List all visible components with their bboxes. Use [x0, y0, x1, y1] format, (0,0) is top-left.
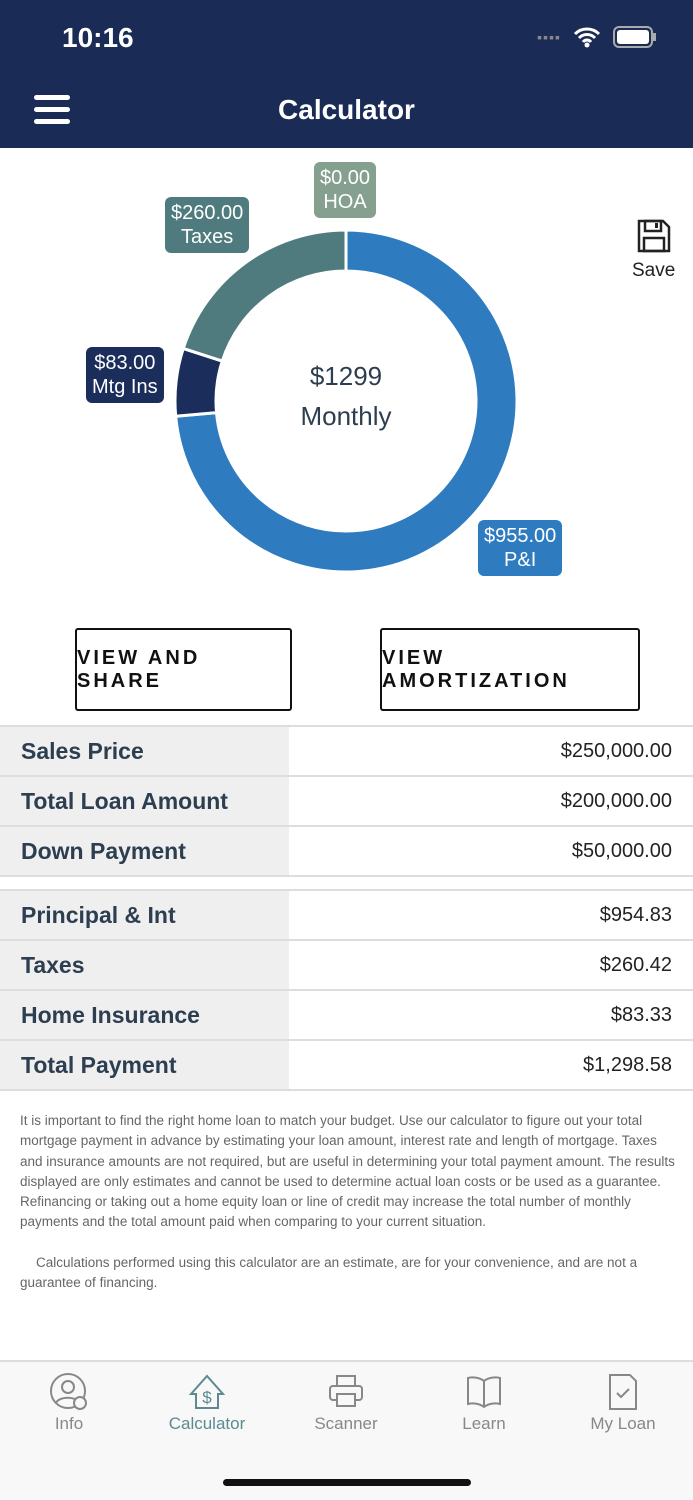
wifi-icon: [573, 27, 601, 48]
table-row: Down Payment $50,000.00: [0, 827, 693, 877]
person-info-icon: [50, 1373, 87, 1410]
donut-center: $1299 Monthly: [300, 361, 392, 431]
view-and-share-button[interactable]: VIEW AND SHARE: [75, 628, 292, 711]
save-button[interactable]: Save: [632, 218, 675, 282]
tab-learn[interactable]: Learn: [424, 1372, 544, 1434]
header: 10:16 ▪▪▪▪ Calculator: [0, 0, 693, 148]
label-hoa: $0.00 HOA: [314, 162, 377, 218]
table-row: Principal & Int $954.83: [0, 891, 693, 941]
view-amortization-button[interactable]: VIEW AMORTIZATION: [380, 628, 640, 711]
status-icons: ▪▪▪▪: [537, 26, 657, 48]
home-indicator[interactable]: [223, 1479, 471, 1486]
table-row: Home Insurance $83.33: [0, 991, 693, 1041]
payment-donut-chart: $0.00 HOA $260.00 Taxes $83.00 Mtg Ins $955…: [0, 148, 693, 608]
floppy-disk-icon: [637, 219, 670, 253]
label-taxes: $260.00 Taxes: [165, 197, 250, 253]
label-mtg-ins: $83.00 Mtg Ins: [86, 347, 164, 403]
table-row: Total Loan Amount $200,000.00: [0, 777, 693, 827]
book-icon: [467, 1376, 501, 1409]
status-time: 10:16: [62, 22, 134, 53]
document-check-icon: [609, 1374, 637, 1410]
slice-p-i: [174, 228, 519, 574]
svg-text:$: $: [202, 1388, 212, 1407]
table-row: Total Payment $1,298.58: [0, 1041, 693, 1091]
table-row: Taxes $260.42: [0, 941, 693, 991]
house-dollar-icon: $: [188, 1374, 226, 1409]
tab-calculator[interactable]: $ Calculator: [147, 1372, 267, 1434]
payment-table: Principal & Int $954.83 Taxes $260.42 Home…: [0, 889, 693, 1091]
hamburger-menu-icon[interactable]: [34, 95, 70, 125]
tab-my-loan[interactable]: My Loan: [563, 1372, 683, 1434]
tab-info[interactable]: Info: [9, 1372, 129, 1434]
loan-table: Sales Price $250,000.00 Total Loan Amount…: [0, 725, 693, 877]
tab-scanner[interactable]: Scanner: [286, 1372, 406, 1434]
label-pi: $955.00 P&I: [478, 520, 563, 576]
disclaimer: It is important to find the right home l…: [20, 1113, 675, 1291]
tab-bar: Info $ Calculator Scanner Learn My Loan: [0, 1360, 693, 1500]
table-row: Sales Price $250,000.00: [0, 727, 693, 777]
battery-icon: [613, 26, 656, 48]
slice-taxes: [181, 228, 348, 363]
page-title: Calculator: [278, 94, 415, 125]
printer-icon: [329, 1375, 363, 1407]
signal-icon: ▪▪▪▪: [537, 29, 561, 45]
